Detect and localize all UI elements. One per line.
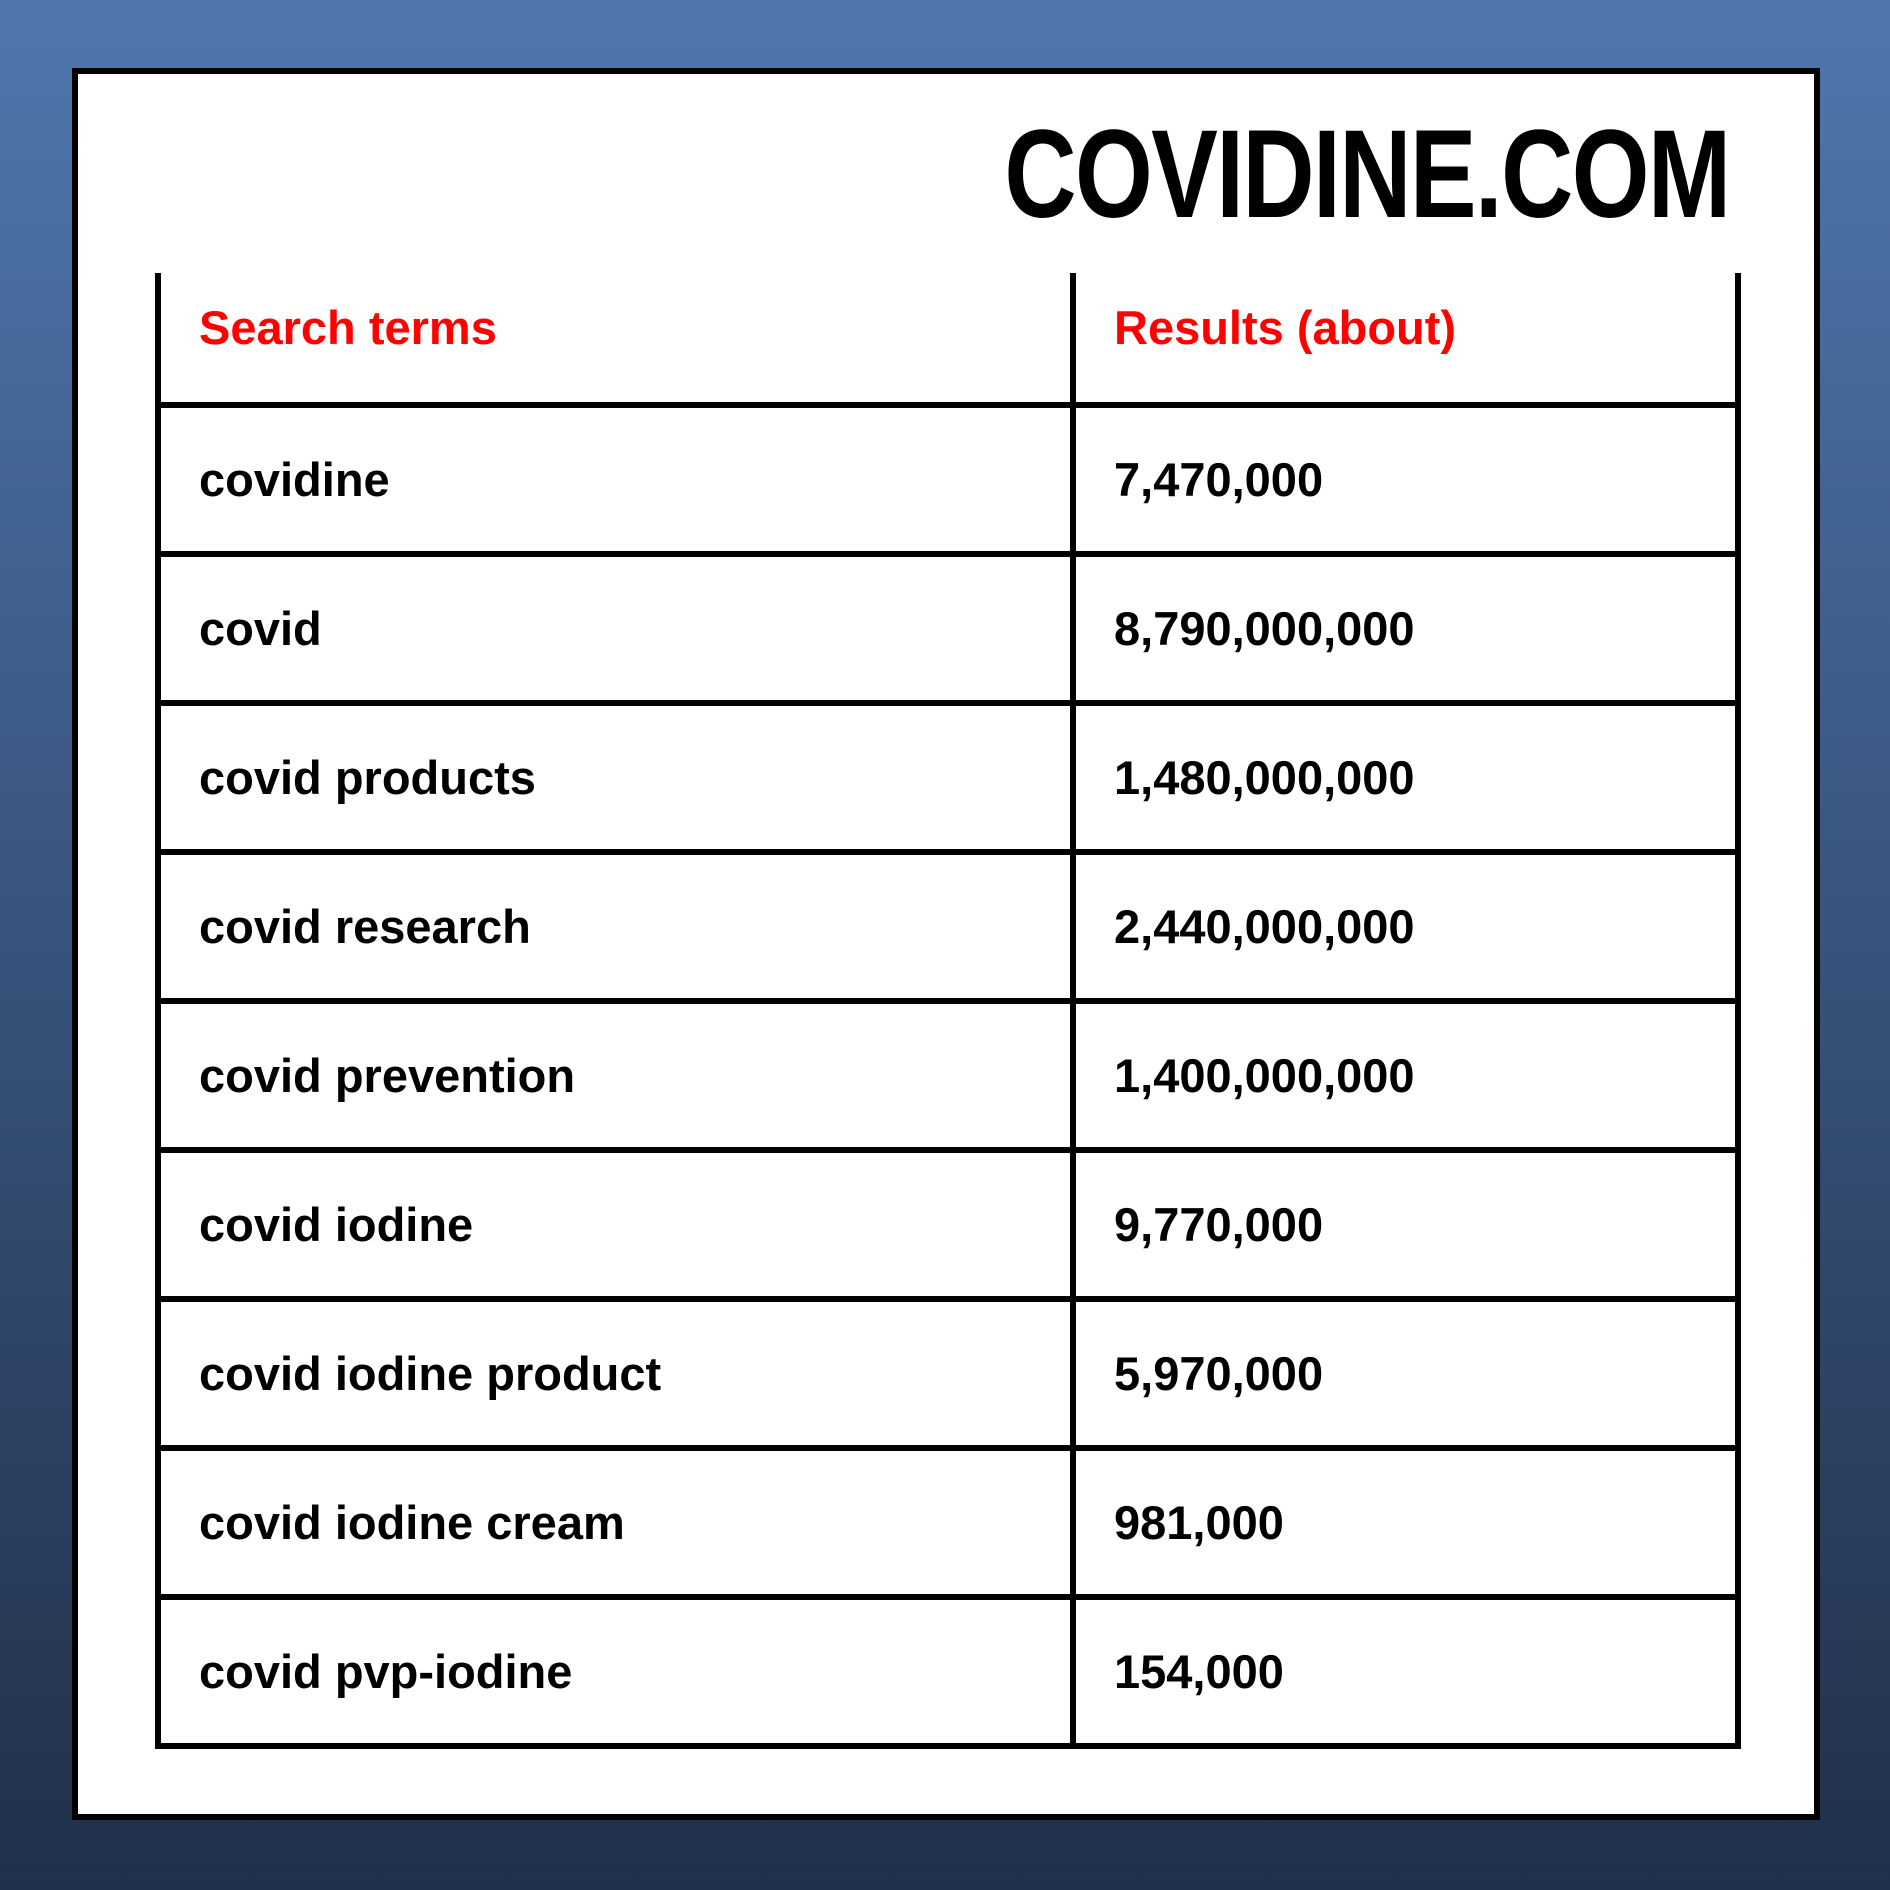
results-count-cell: 9,770,000 [1070, 1147, 1741, 1302]
results-count-cell: 5,970,000 [1070, 1296, 1741, 1451]
search-term-cell: covid iodine product [155, 1296, 1076, 1451]
table-row: covid research 2,440,000,000 [155, 849, 1741, 1004]
search-term-cell: covid iodine cream [155, 1445, 1076, 1600]
search-results-table: Search terms Results (about) covidine 7,4… [155, 273, 1741, 1749]
results-count-cell: 1,480,000,000 [1070, 700, 1741, 855]
results-count-cell: 7,470,000 [1070, 402, 1741, 557]
results-count-cell: 981,000 [1070, 1445, 1741, 1600]
table-body: covidine 7,470,000 covid 8,790,000,000 covid… [155, 402, 1741, 1749]
search-term-cell: covid prevention [155, 998, 1076, 1153]
search-term-cell: covidine [155, 402, 1076, 557]
results-count-cell: 154,000 [1070, 1594, 1741, 1749]
search-term-cell: covid pvp-iodine [155, 1594, 1076, 1749]
column-header-search-terms: Search terms [155, 273, 1076, 408]
site-title: COVIDINE.COM [1004, 105, 1732, 244]
results-count-cell: 8,790,000,000 [1070, 551, 1741, 706]
table-row: covid products 1,480,000,000 [155, 700, 1741, 855]
table-header-row: Search terms Results (about) [155, 273, 1741, 408]
results-count-cell: 1,400,000,000 [1070, 998, 1741, 1153]
content-card: COVIDINE.COM Search terms Results (about… [72, 68, 1820, 1820]
search-term-cell: covid products [155, 700, 1076, 855]
table-header: Search terms Results (about) [155, 273, 1741, 408]
table-row: covid prevention 1,400,000,000 [155, 998, 1741, 1153]
results-count-cell: 2,440,000,000 [1070, 849, 1741, 1004]
search-term-cell: covid research [155, 849, 1076, 1004]
table-row: covidine 7,470,000 [155, 402, 1741, 557]
search-term-cell: covid [155, 551, 1076, 706]
table-row: covid iodine product 5,970,000 [155, 1296, 1741, 1451]
table-row: covid pvp-iodine 154,000 [155, 1594, 1741, 1749]
table-row: covid iodine cream 981,000 [155, 1445, 1741, 1600]
column-header-results: Results (about) [1070, 273, 1741, 408]
table-row: covid 8,790,000,000 [155, 551, 1741, 706]
table-row: covid iodine 9,770,000 [155, 1147, 1741, 1302]
search-term-cell: covid iodine [155, 1147, 1076, 1302]
